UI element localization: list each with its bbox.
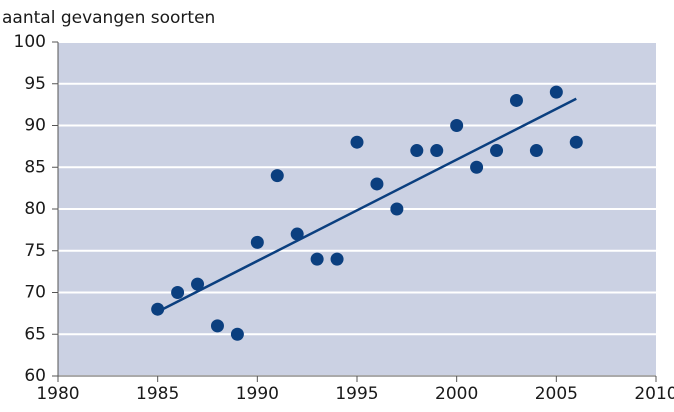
data-point [470, 160, 484, 174]
data-point [151, 302, 165, 316]
data-point [390, 202, 404, 216]
y-tick-label: 70 [24, 283, 46, 303]
data-point [569, 135, 583, 149]
data-point [430, 144, 444, 158]
x-tick-label: 1995 [335, 384, 378, 404]
data-point [290, 227, 304, 241]
data-point [490, 144, 504, 158]
data-point [410, 144, 424, 158]
y-tick-label: 90 [24, 116, 46, 136]
x-tick-label: 2010 [634, 384, 674, 404]
data-point [509, 93, 523, 107]
x-tick-label: 1990 [236, 384, 279, 404]
x-tick-label: 1980 [36, 384, 79, 404]
y-axis-label: aantal gevangen soorten [2, 8, 215, 28]
trend-line [157, 97, 577, 313]
y-tick-label: 60 [24, 366, 46, 386]
y-tick-label: 65 [24, 324, 46, 344]
data-point [270, 169, 284, 183]
data-point [191, 277, 205, 291]
data-point [350, 135, 364, 149]
data-point [549, 85, 563, 99]
data-point [370, 177, 384, 191]
y-tick-label: 80 [24, 199, 46, 219]
data-point [210, 319, 224, 333]
y-tick-label: 75 [24, 241, 46, 261]
data-point [330, 252, 344, 266]
data-point [450, 119, 464, 132]
data-point [250, 235, 264, 249]
x-tick-label: 2005 [535, 384, 578, 404]
data-point [230, 327, 244, 341]
data-point [310, 252, 324, 266]
y-tick-label: 85 [24, 157, 46, 177]
y-tick-label: 95 [24, 74, 46, 94]
x-tick-label: 2000 [435, 384, 478, 404]
data-point [529, 144, 543, 158]
x-tick-label: 1985 [136, 384, 179, 404]
y-tick-label: 100 [14, 32, 46, 52]
data-point [171, 286, 185, 299]
